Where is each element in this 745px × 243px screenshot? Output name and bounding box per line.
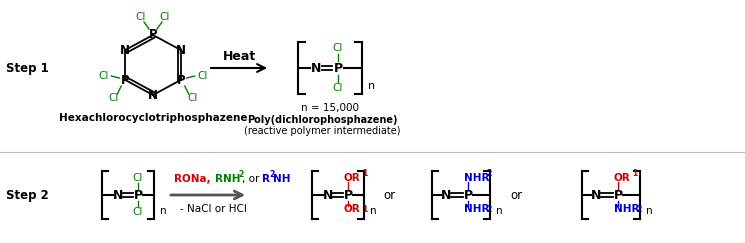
Text: NHR: NHR: [614, 204, 639, 214]
Text: Poly(dichlorophosphazene): Poly(dichlorophosphazene): [247, 115, 397, 125]
Text: Cl: Cl: [136, 12, 146, 22]
Text: Heat: Heat: [222, 50, 256, 62]
Text: 2: 2: [238, 170, 244, 179]
Text: NH: NH: [273, 174, 291, 184]
Text: Cl: Cl: [98, 71, 109, 81]
Text: Cl: Cl: [333, 43, 343, 53]
Text: RNH: RNH: [215, 174, 241, 184]
Text: N: N: [148, 88, 158, 102]
Text: OR: OR: [344, 173, 361, 183]
Text: P: P: [463, 189, 472, 201]
Text: 2: 2: [636, 205, 641, 214]
Text: Cl: Cl: [197, 71, 208, 81]
Text: N: N: [176, 43, 186, 57]
Text: n: n: [369, 81, 375, 91]
Text: Cl: Cl: [133, 173, 143, 183]
Text: OR: OR: [614, 173, 631, 183]
Text: P: P: [343, 189, 352, 201]
Text: N: N: [120, 43, 130, 57]
Text: Hexachlorocyclotriphosphazene: Hexachlorocyclotriphosphazene: [59, 113, 247, 123]
Text: P: P: [133, 189, 142, 201]
Text: P: P: [613, 189, 623, 201]
Text: 2: 2: [269, 170, 274, 179]
Text: Step 1: Step 1: [6, 61, 48, 75]
Text: NHR: NHR: [464, 173, 489, 183]
Text: Cl: Cl: [108, 93, 118, 103]
Text: n: n: [495, 206, 502, 216]
Text: or: or: [383, 189, 395, 201]
Text: Cl: Cl: [133, 207, 143, 217]
Text: 2: 2: [486, 168, 491, 177]
Text: 1: 1: [362, 205, 367, 214]
Text: 2: 2: [486, 205, 491, 214]
Text: 1: 1: [632, 168, 637, 177]
Text: P: P: [334, 61, 343, 75]
Text: n: n: [159, 206, 166, 216]
Text: n: n: [646, 206, 653, 216]
Text: 1: 1: [362, 168, 367, 177]
Text: n: n: [370, 206, 376, 216]
Text: , or: , or: [242, 174, 259, 184]
Text: N: N: [323, 189, 333, 201]
Text: Cl: Cl: [188, 93, 198, 103]
Text: (reactive polymer intermediate): (reactive polymer intermediate): [244, 126, 400, 136]
Text: Cl: Cl: [160, 12, 170, 22]
Text: P: P: [177, 73, 185, 87]
Text: RONa,: RONa,: [174, 174, 211, 184]
Text: P: P: [149, 28, 157, 42]
Text: - NaCl or HCl: - NaCl or HCl: [180, 204, 247, 214]
Text: n = 15,000: n = 15,000: [301, 103, 359, 113]
Text: or: or: [510, 189, 522, 201]
Text: N: N: [311, 61, 321, 75]
Text: Step 2: Step 2: [6, 189, 48, 201]
Text: P: P: [121, 73, 130, 87]
Text: NHR: NHR: [464, 204, 489, 214]
Text: N: N: [441, 189, 451, 201]
Text: N: N: [591, 189, 601, 201]
Text: N: N: [112, 189, 123, 201]
Text: R: R: [262, 174, 270, 184]
Text: Cl: Cl: [333, 83, 343, 93]
Text: OR: OR: [344, 204, 361, 214]
